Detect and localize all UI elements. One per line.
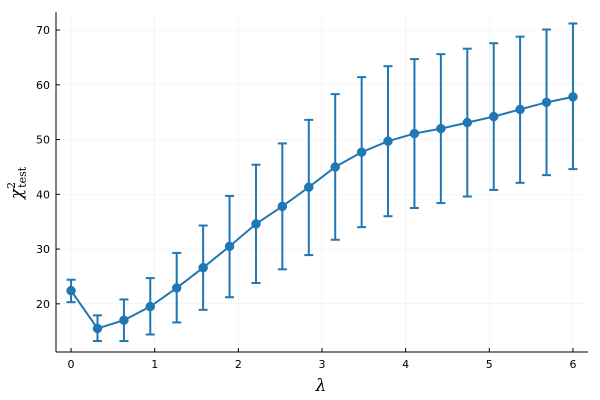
x-tick-label: 3	[319, 358, 326, 371]
y-tick-label: 70	[36, 24, 50, 37]
data-point	[409, 128, 420, 139]
axes	[55, 12, 588, 353]
data-point	[66, 285, 76, 296]
x-tick-label: 6	[569, 358, 576, 371]
x-tick-label: 0	[68, 358, 75, 371]
data-point	[145, 301, 156, 312]
data-point	[277, 201, 288, 212]
data-series	[66, 22, 578, 343]
y-tick-label: 30	[36, 243, 50, 256]
y-axis-label: χ2test	[5, 166, 29, 200]
data-point	[488, 111, 499, 122]
data-point	[568, 92, 578, 102]
data-point	[515, 104, 525, 115]
series	[66, 22, 578, 343]
data-point	[356, 147, 367, 157]
x-tick-label: 2	[235, 358, 242, 371]
x-tick-label: 1	[151, 358, 158, 371]
data-point	[251, 219, 261, 229]
y-tick-label: 60	[36, 79, 50, 92]
y-tick-label: 50	[36, 134, 50, 147]
y-axis-label-subscript: test	[16, 166, 29, 188]
x-tick-label: 5	[486, 358, 493, 371]
data-point	[436, 123, 446, 134]
data-point	[541, 97, 552, 108]
y-axis-label-superscript: 2	[5, 182, 18, 189]
data-point	[462, 117, 473, 128]
data-point	[304, 182, 314, 192]
data-point	[198, 262, 208, 273]
svg-text:χ2test: χ2test	[5, 166, 29, 200]
tick-labels: 0 1 2 3 4 5 6 20 30 40 50 60 70	[36, 24, 576, 371]
y-axis-label-symbol: χ	[7, 187, 27, 200]
data-point	[224, 241, 235, 252]
data-point	[119, 315, 129, 325]
data-point	[383, 136, 393, 146]
x-axis-label: λ	[315, 376, 327, 396]
data-point	[92, 323, 103, 334]
x-tick-label: 4	[402, 358, 409, 371]
y-tick-label: 20	[36, 298, 50, 311]
data-point	[171, 283, 182, 293]
y-tick-label: 40	[36, 188, 50, 201]
grid	[56, 12, 588, 352]
data-point	[330, 162, 340, 172]
